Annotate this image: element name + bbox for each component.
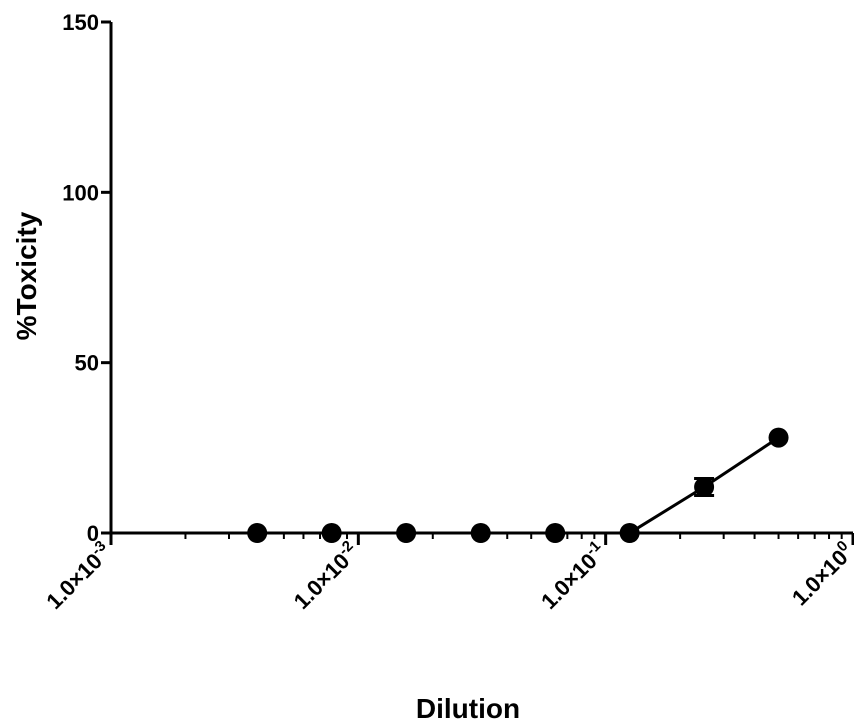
data-points [247, 427, 789, 543]
x-tick-label: 1.0×10-2 [287, 537, 364, 614]
data-point [321, 523, 342, 543]
data-point [619, 523, 640, 543]
y-tick-label: 150 [62, 10, 99, 35]
x-tick-label: 1.0×10-3 [40, 537, 117, 614]
x-tick-label: 1.0×100 [786, 537, 854, 610]
y-axis-title: %Toxicity [11, 211, 42, 340]
data-point [396, 523, 417, 543]
x-tick-label: 1.0×10-1 [535, 537, 612, 614]
data-point [694, 477, 715, 498]
data-point [768, 427, 789, 448]
x-axis-title: Dilution [416, 693, 520, 724]
y-tick-label: 100 [62, 180, 99, 205]
data-point [545, 523, 566, 543]
y-ticks: 0 50 100 150 [62, 10, 111, 546]
data-point [247, 523, 268, 543]
y-tick-label: 50 [75, 351, 99, 376]
y-axis: 0 50 100 150 [62, 10, 113, 546]
x-ticks: 1.0×10-3 1.0×10-2 1.0×10-1 1.0×100 [40, 533, 854, 614]
data-point [470, 523, 491, 543]
y-tick-label: 0 [87, 521, 99, 546]
x-axis: 1.0×10-3 1.0×10-2 1.0×10-1 1.0×100 [40, 531, 854, 614]
